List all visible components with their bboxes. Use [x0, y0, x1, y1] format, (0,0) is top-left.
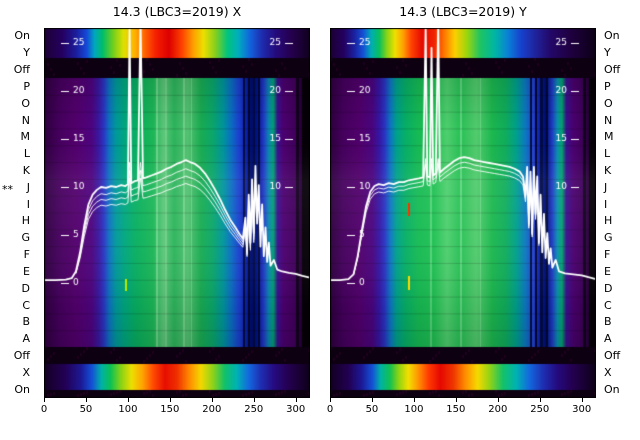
x-tick-label: 250: [244, 404, 264, 415]
channel-label-right: H: [604, 214, 613, 228]
x-tick-label: 100: [118, 404, 138, 415]
x-tick-mark: [253, 398, 255, 402]
x-tick-mark: [295, 398, 297, 402]
x-tick-label: 150: [446, 404, 466, 415]
panel-left-title: 14.3 (LBC3=2019) X: [112, 4, 242, 19]
channel-label-right: A: [604, 332, 612, 346]
x-tick-label: 100: [404, 404, 424, 415]
channel-label-right: Y: [604, 46, 611, 60]
x-tick-label: 0: [326, 404, 334, 415]
x-tick-mark: [371, 398, 373, 402]
channel-label-right: X: [604, 365, 612, 379]
channel-label-right: C: [604, 298, 612, 312]
x-tick-label: 250: [530, 404, 550, 415]
channel-label-left: P: [23, 79, 30, 93]
channel-label-left: On: [14, 29, 30, 43]
channel-label-left: Y: [23, 46, 30, 60]
channel-label-left: O: [21, 96, 30, 110]
x-tick-label: 300: [572, 404, 592, 415]
channel-label-left: Off: [13, 63, 30, 76]
x-tick-label: 200: [488, 404, 508, 415]
panel-right-plot: [330, 28, 596, 398]
x-tick-mark: [539, 398, 541, 402]
channel-label-right: Off: [604, 63, 621, 76]
channel-label-left: G: [21, 231, 30, 245]
panel-right-title: 14.3 (LBC3=2019) Y: [399, 4, 527, 19]
channel-label-right: On: [604, 382, 620, 396]
channel-label-left: On: [14, 382, 30, 396]
channel-label-right: I: [604, 197, 608, 211]
star-marker: **: [2, 182, 13, 196]
x-tick-mark: [127, 398, 129, 402]
x-tick-mark: [169, 398, 171, 402]
channel-label-right: G: [604, 231, 613, 245]
channel-label-left: E: [23, 264, 30, 278]
x-tick-mark: [455, 398, 457, 402]
channel-label-left: F: [23, 248, 30, 261]
x-tick-label: 50: [79, 404, 93, 415]
channel-label-left: K: [22, 164, 30, 177]
x-tick-mark: [413, 398, 415, 402]
x-tick-mark: [44, 398, 45, 402]
channel-label-left: X: [22, 365, 30, 379]
channel-label-right: J: [604, 180, 608, 194]
channel-label-left: C: [22, 298, 30, 312]
channel-label-left: M: [20, 130, 31, 144]
channel-label-right: P: [604, 79, 611, 93]
x-tick-mark: [330, 398, 331, 402]
x-tick-label: 150: [160, 404, 180, 415]
channel-label-left: L: [23, 147, 30, 161]
x-tick-mark: [211, 398, 213, 402]
channel-label-right: B: [604, 315, 612, 329]
channel-label-left: Off: [13, 349, 30, 362]
channel-label-left: J: [26, 180, 30, 194]
channel-label-left: I: [26, 197, 30, 211]
channel-label-left: N: [21, 113, 30, 127]
channel-label-right: Off: [604, 349, 621, 362]
channel-label-right: K: [604, 164, 612, 177]
channel-label-left: H: [21, 214, 30, 228]
x-tick-label: 50: [365, 404, 379, 415]
channel-label-right: L: [604, 147, 611, 161]
x-tick-label: 0: [40, 404, 48, 415]
panel-left-plot: [44, 28, 310, 398]
x-tick-mark: [497, 398, 499, 402]
channel-label-right: N: [604, 113, 613, 127]
channel-label-right: D: [604, 281, 613, 295]
channel-label-right: M: [604, 130, 614, 144]
x-tick-label: 300: [286, 404, 306, 415]
channel-label-left: D: [21, 281, 30, 295]
x-tick-mark: [581, 398, 583, 402]
channel-label-left: A: [22, 332, 30, 346]
x-tick-mark: [85, 398, 87, 402]
channel-label-right: On: [604, 29, 620, 43]
channel-label-right: F: [604, 248, 611, 261]
x-tick-label: 200: [202, 404, 222, 415]
channel-label-right: E: [604, 264, 611, 278]
channel-label-right: O: [604, 96, 613, 110]
channel-label-left: B: [22, 315, 30, 329]
